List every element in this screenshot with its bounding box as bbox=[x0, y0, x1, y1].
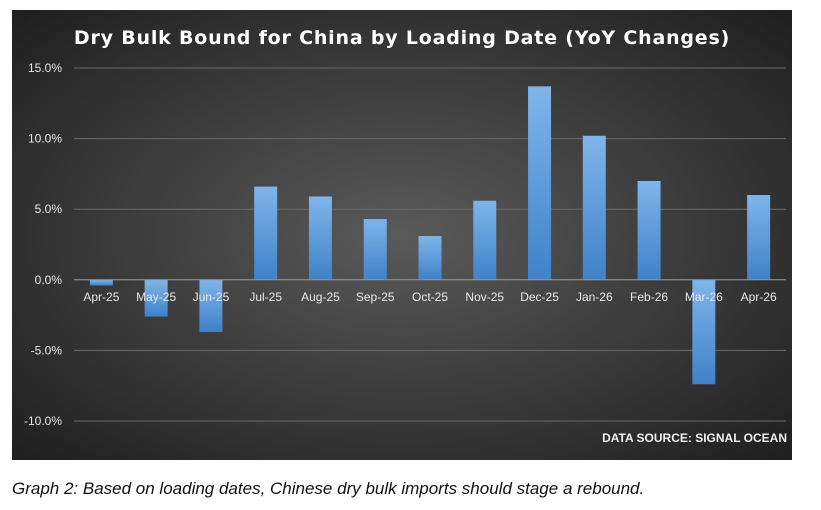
chart-title: Dry Bulk Bound for China by Loading Date… bbox=[74, 27, 730, 49]
figure-caption: Graph 2: Based on loading dates, Chinese… bbox=[12, 479, 645, 498]
x-tick-label: Aug-25 bbox=[301, 290, 340, 304]
bar bbox=[637, 180, 661, 280]
x-tick-label: Jun-25 bbox=[193, 290, 230, 304]
bar bbox=[473, 200, 497, 280]
x-tick-label: Sep-25 bbox=[356, 290, 395, 304]
bar bbox=[89, 279, 113, 286]
bar bbox=[582, 135, 606, 280]
bar bbox=[144, 279, 168, 317]
x-tick-label: Apr-25 bbox=[83, 290, 119, 304]
bar bbox=[308, 196, 332, 280]
y-tick-label: 0.0% bbox=[35, 273, 63, 287]
chart-background bbox=[12, 10, 792, 460]
x-tick-label: Jul-25 bbox=[249, 290, 282, 304]
bar bbox=[692, 279, 716, 385]
x-tick-label: Dec-25 bbox=[520, 290, 559, 304]
bar-chart: 15.0% 10.0% 5.0% 0.0% -5.0% -10.0% Apr-25 May-2… bbox=[12, 10, 792, 460]
y-tick-label: -5.0% bbox=[31, 343, 63, 357]
y-tick-label: 5.0% bbox=[35, 202, 63, 216]
bar bbox=[747, 195, 771, 280]
x-tick-label: Mar-26 bbox=[685, 290, 723, 304]
y-tick-label: 10.0% bbox=[28, 132, 62, 146]
bar bbox=[363, 219, 387, 280]
bar bbox=[418, 236, 442, 280]
x-tick-label: Nov-25 bbox=[465, 290, 504, 304]
x-tick-label: May-25 bbox=[136, 290, 176, 304]
axes: 15.0% 10.0% 5.0% 0.0% -5.0% -10.0% Apr-25 May-2… bbox=[24, 61, 786, 428]
gridlines bbox=[74, 67, 786, 422]
x-tick-label: Jan-26 bbox=[576, 290, 613, 304]
x-tick-label: Apr-26 bbox=[741, 290, 777, 304]
x-tick-label: Feb-26 bbox=[630, 290, 668, 304]
chart-panel: 15.0% 10.0% 5.0% 0.0% -5.0% -10.0% Apr-25 May-2… bbox=[12, 10, 792, 460]
y-tick-label: -10.0% bbox=[24, 414, 62, 428]
data-source-note: DATA SOURCE: SIGNAL OCEAN bbox=[602, 431, 787, 445]
bar bbox=[254, 186, 278, 280]
bars bbox=[89, 86, 771, 385]
bar bbox=[199, 279, 223, 333]
y-tick-label: 15.0% bbox=[28, 61, 62, 75]
bar bbox=[528, 86, 552, 280]
x-tick-label: Oct-25 bbox=[412, 290, 448, 304]
